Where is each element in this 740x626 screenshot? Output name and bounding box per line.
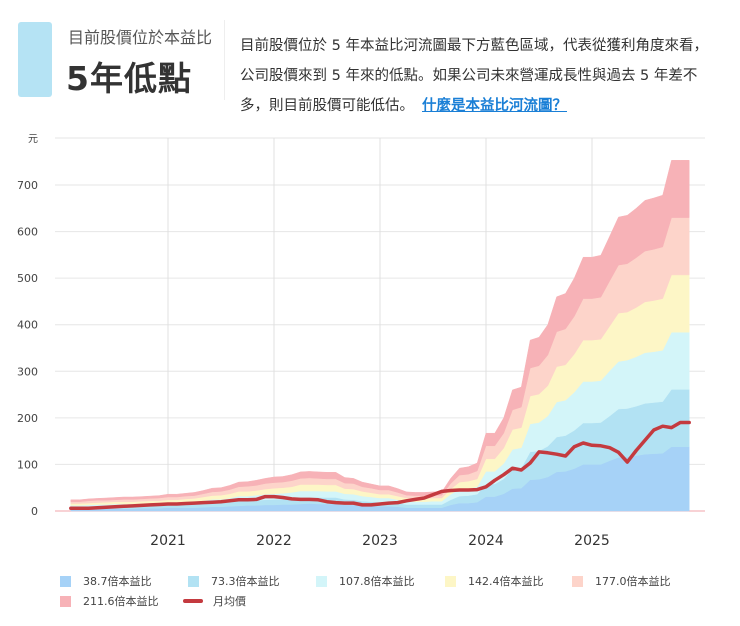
legend-swatch xyxy=(316,575,327,587)
chart-bands xyxy=(70,160,690,512)
legend-line-swatch xyxy=(183,599,203,603)
legend-item[interactable]: 211.6倍本益比 xyxy=(60,593,159,609)
status-title: 5年低點 xyxy=(66,59,192,98)
legend-label: 107.8倍本益比 xyxy=(339,575,415,588)
chart-axis-labels: 0 100 200 300 400 500 600 700 元 2021 2022 2023 2024 2… xyxy=(17,134,610,549)
legend-item[interactable]: 177.0倍本益比 xyxy=(572,573,671,589)
legend-swatch xyxy=(60,595,71,607)
legend-item[interactable]: 38.7倍本益比 xyxy=(60,573,152,589)
status-description: 目前股價位於 5 年本益比河流圖最下方藍色區域，代表從獲利角度來看，公司股價來到… xyxy=(240,31,720,121)
pe-river-help-link[interactable]: 什麼是本益比河流圖？ xyxy=(422,98,567,114)
x-tick-label: 2021 xyxy=(150,533,186,549)
legend-item[interactable]: 73.3倍本益比 xyxy=(188,573,280,589)
y-tick-label: 500 xyxy=(17,272,38,285)
legend-label: 142.4倍本益比 xyxy=(468,575,544,588)
legend-label: 177.0倍本益比 xyxy=(595,575,671,588)
y-unit-label: 元 xyxy=(28,134,38,145)
legend-swatch xyxy=(445,575,456,587)
legend-swatch xyxy=(572,575,583,587)
description-text: 目前股價位於 5 年本益比河流圖最下方藍色區域，代表從獲利角度來看，公司股價來到… xyxy=(240,38,708,114)
status-color-badge xyxy=(18,22,52,97)
y-tick-label: 0 xyxy=(31,505,38,518)
y-tick-label: 300 xyxy=(17,365,38,378)
y-tick-label: 100 xyxy=(17,458,38,471)
legend-label: 211.6倍本益比 xyxy=(83,595,159,608)
legend-label: 38.7倍本益比 xyxy=(83,575,152,588)
y-tick-label: 600 xyxy=(17,226,38,239)
status-subtitle: 目前股價位於本益比 xyxy=(68,28,213,47)
legend-swatch xyxy=(188,575,199,587)
x-tick-label: 2024 xyxy=(468,533,504,549)
header-divider xyxy=(224,20,225,100)
x-tick-label: 2023 xyxy=(362,533,398,549)
legend-item-price[interactable]: 月均價 xyxy=(183,593,246,609)
legend-swatch xyxy=(60,575,71,587)
y-tick-label: 700 xyxy=(17,179,38,192)
y-tick-label: 400 xyxy=(17,319,38,332)
x-tick-label: 2025 xyxy=(574,533,610,549)
price-line[interactable] xyxy=(69,420,691,510)
legend-item[interactable]: 142.4倍本益比 xyxy=(445,573,544,589)
legend-label: 73.3倍本益比 xyxy=(211,575,280,588)
x-tick-label: 2022 xyxy=(256,533,292,549)
y-tick-label: 200 xyxy=(17,412,38,425)
legend-item[interactable]: 107.8倍本益比 xyxy=(316,573,415,589)
chart-price-line xyxy=(69,420,691,510)
band-5[interactable] xyxy=(70,160,690,502)
legend-label: 月均價 xyxy=(213,595,246,608)
